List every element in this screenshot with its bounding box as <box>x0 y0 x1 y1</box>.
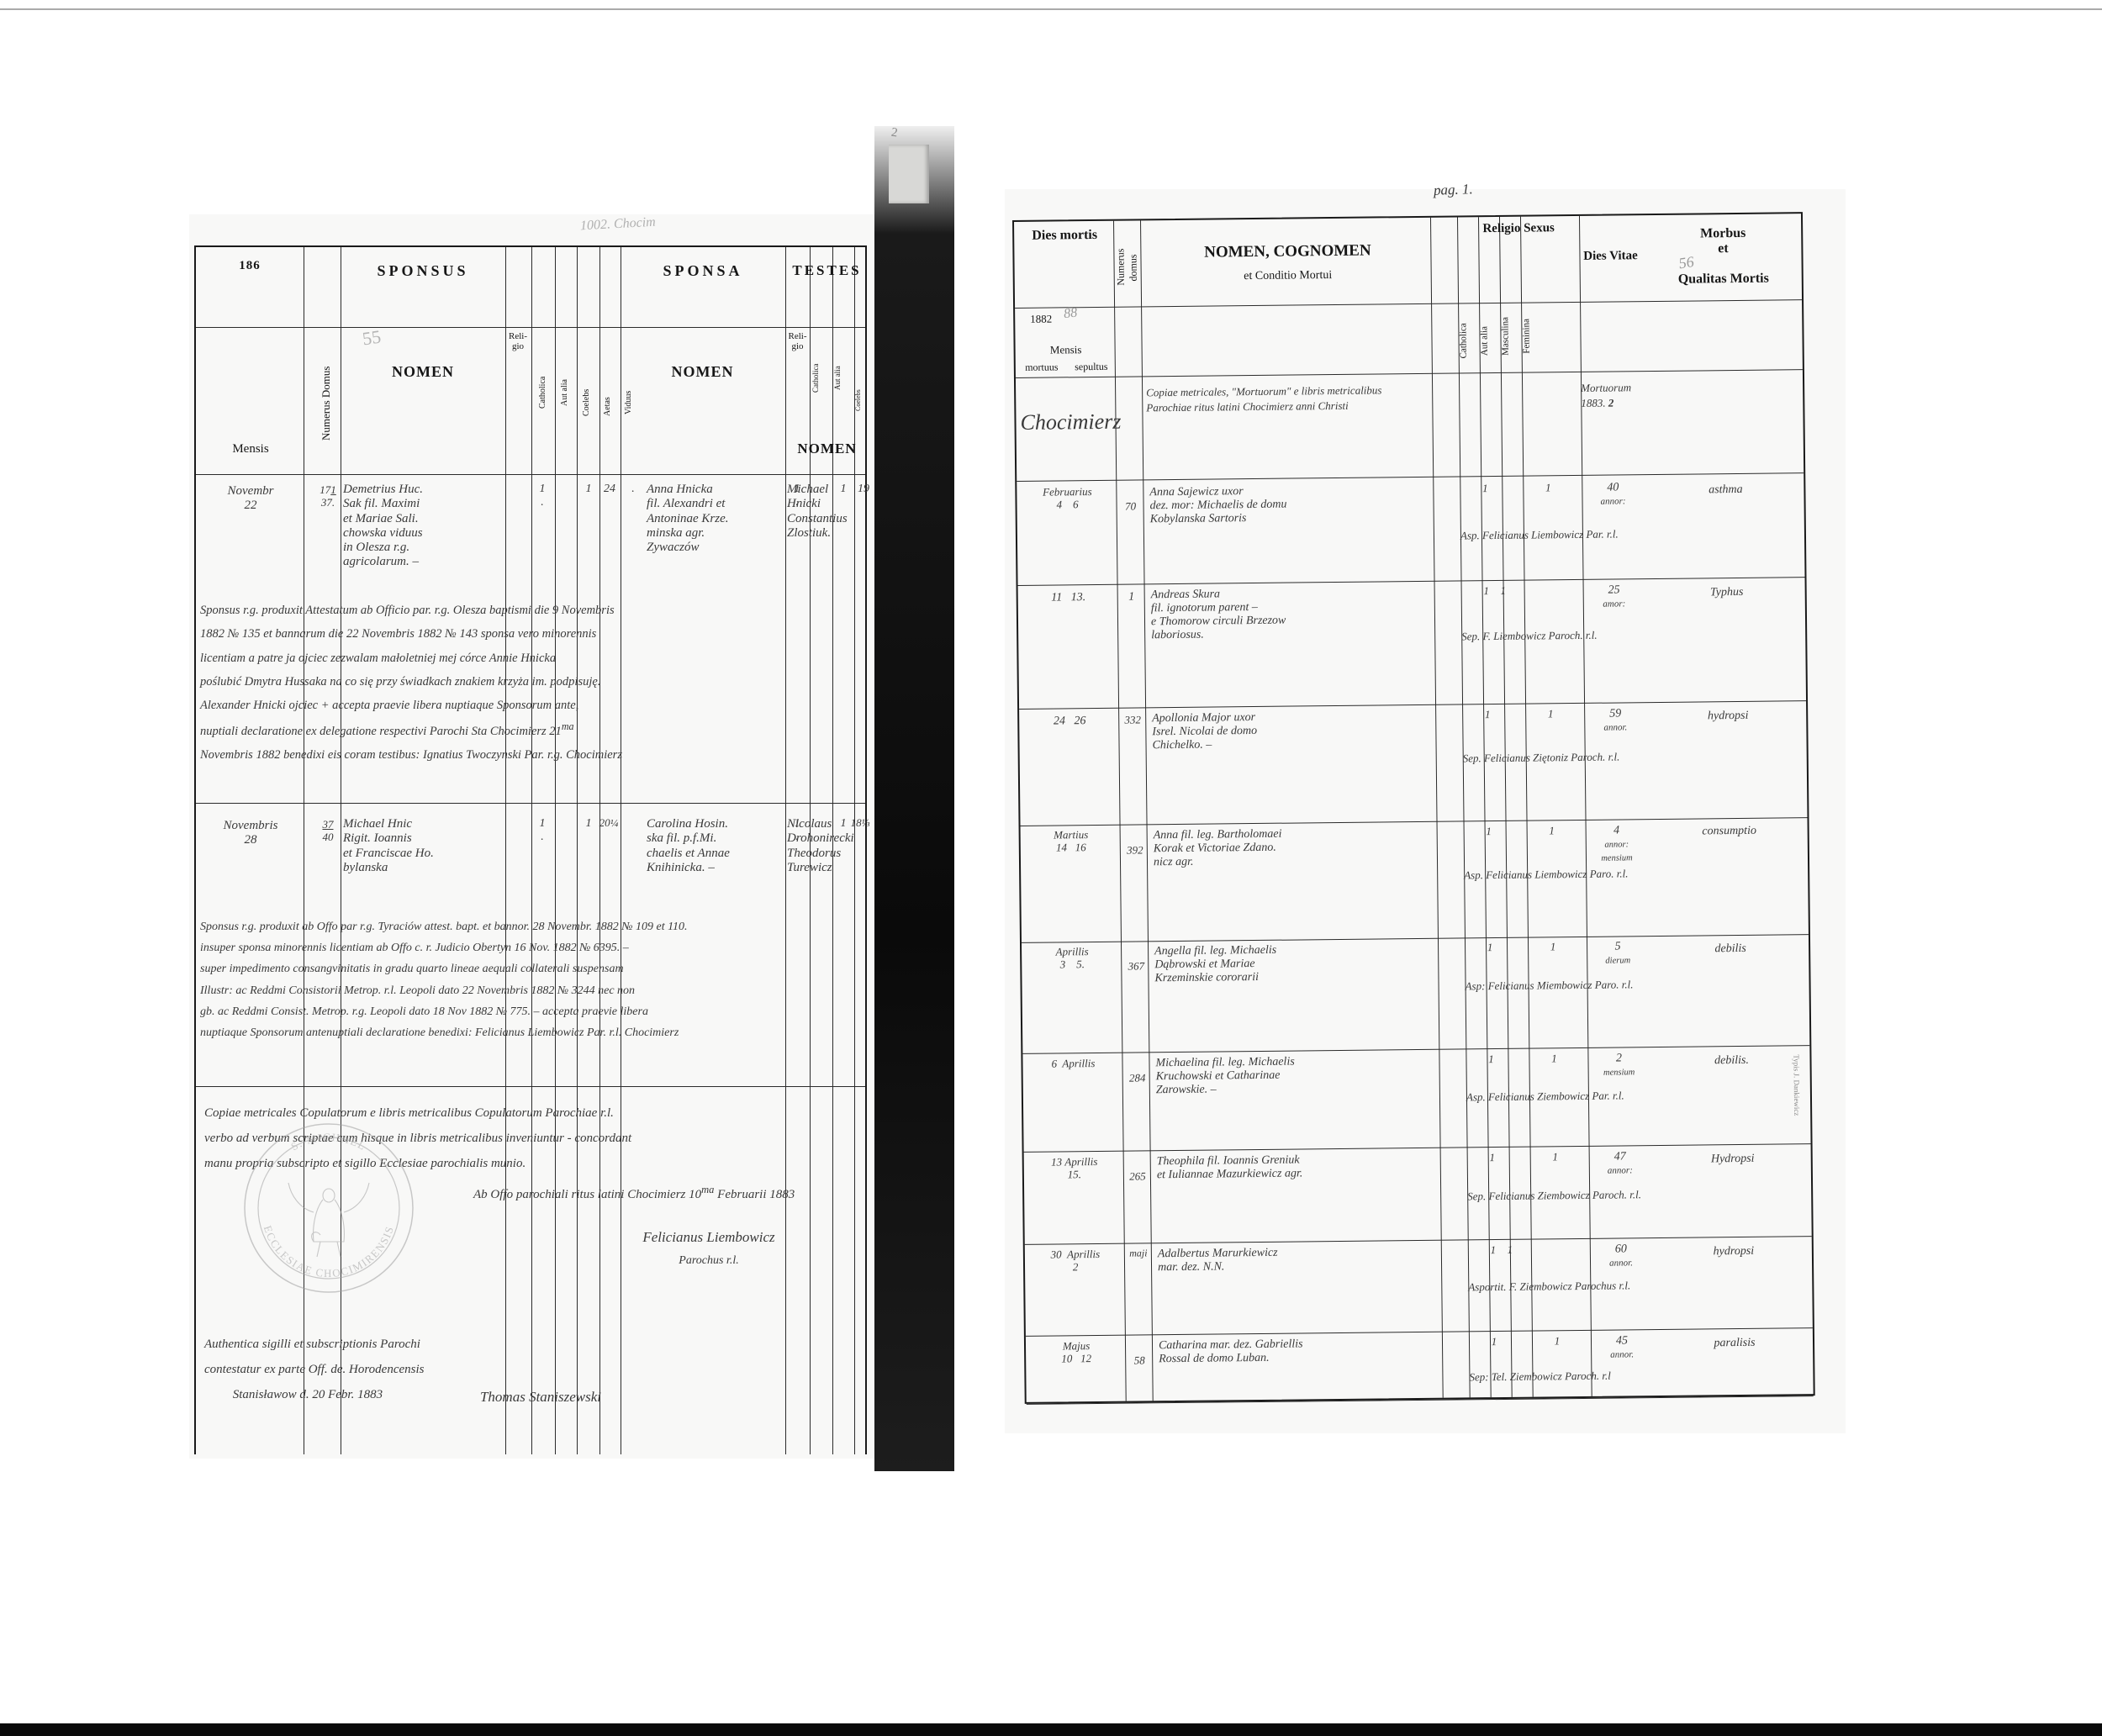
svg-text:S. MICHAEL: S. MICHAEL <box>288 1131 368 1153</box>
svg-text:ECCLESIAE CHOCIMIRENSIS: ECCLESIAE CHOCIMIRENSIS <box>261 1224 397 1280</box>
